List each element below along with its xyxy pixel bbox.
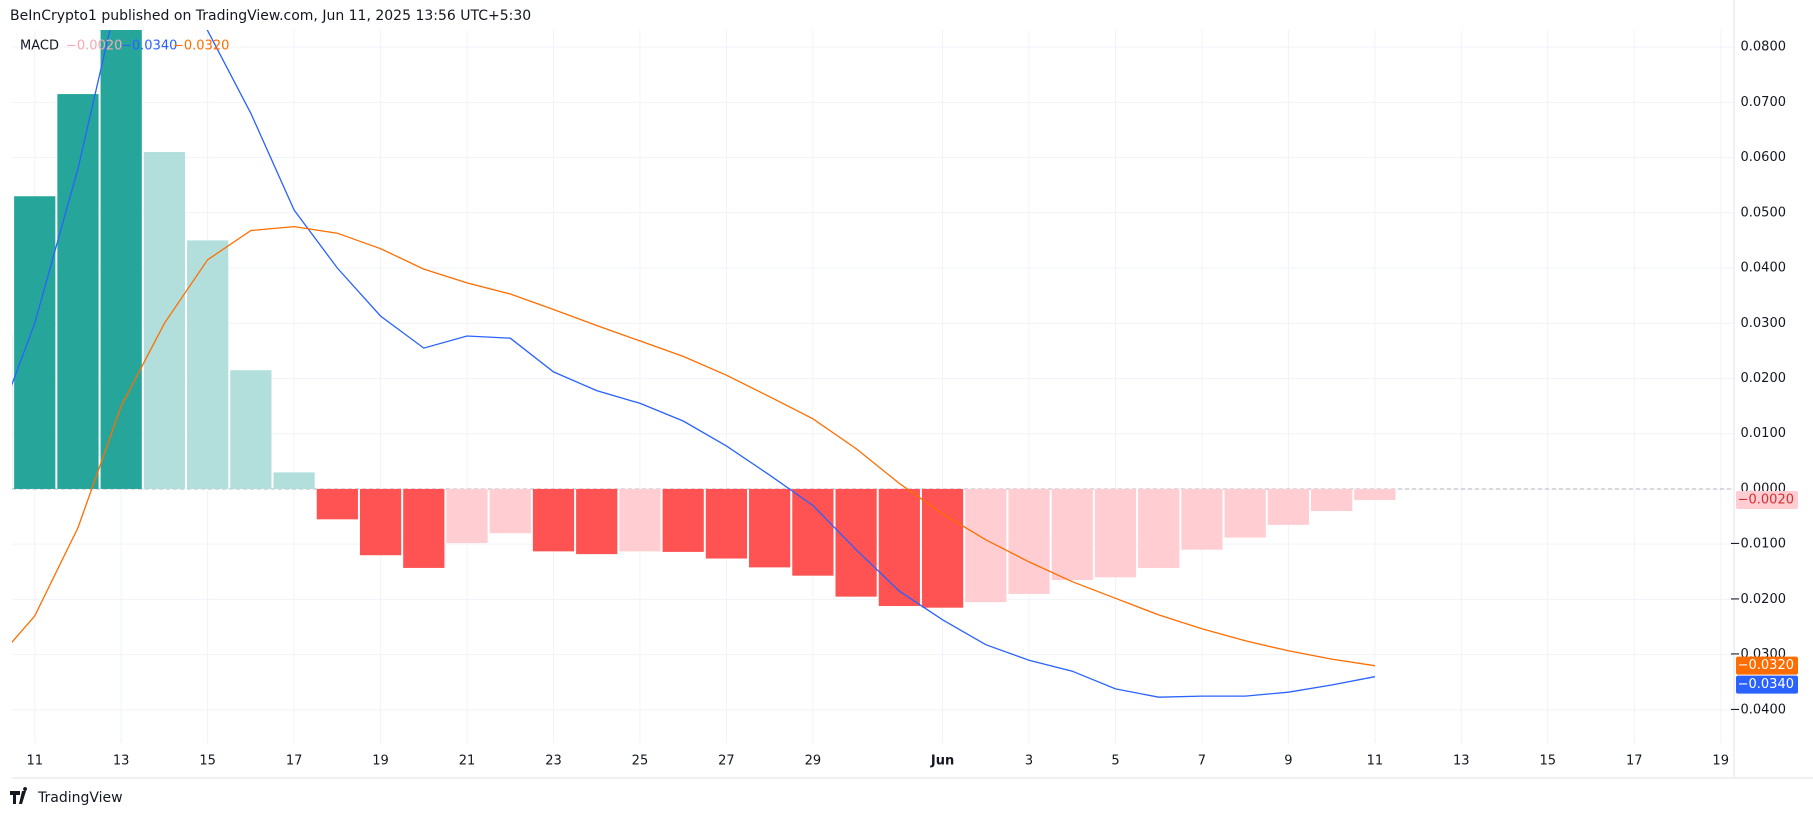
legend: MACD −0.0020 −0.0340 −0.0320 — [20, 39, 229, 54]
last-value-badge — [1736, 656, 1798, 675]
histogram-bar — [57, 94, 99, 489]
x-tick-label: Jun — [930, 754, 954, 769]
x-tick-label: 19 — [372, 754, 389, 769]
x-tick-label: 25 — [632, 754, 649, 769]
x-tick-label: 9 — [1284, 754, 1292, 769]
histogram-bar — [316, 488, 358, 520]
y-tick-label: 0.0300 — [1741, 316, 1787, 331]
brand-name: TradingView — [37, 790, 123, 806]
x-tick-label: 3 — [1025, 754, 1033, 769]
histogram-bar — [835, 488, 877, 597]
histogram-bar — [1008, 488, 1050, 594]
y-tick-label: 0.0100 — [1741, 426, 1787, 441]
x-tick-label: 13 — [1453, 754, 1470, 769]
histogram-bar — [1267, 488, 1310, 525]
histogram-bar — [749, 488, 791, 568]
brand-logo: TradingView — [10, 787, 123, 806]
x-tick-label: 29 — [805, 754, 822, 769]
last-value-badge — [1736, 675, 1798, 694]
histogram-bar — [446, 488, 488, 544]
histogram-bar — [878, 488, 920, 607]
histogram-bar — [705, 488, 748, 559]
y-tick-label: 0.0800 — [1741, 40, 1787, 55]
histogram-bar — [1354, 488, 1396, 500]
x-tick-label: 15 — [199, 754, 216, 769]
x-tick-label: 21 — [459, 754, 476, 769]
x-tick-label: 13 — [113, 754, 130, 769]
y-tick-label: −0.0400 — [1730, 702, 1786, 717]
histogram-bar — [921, 488, 964, 608]
legend-histogram-value: −0.0020 — [66, 39, 122, 54]
signal-line — [12, 225, 1375, 667]
x-tick-label: 17 — [286, 754, 303, 769]
histogram-bar — [1051, 488, 1093, 581]
last-value-label: −0.0320 — [1738, 658, 1794, 673]
histogram-bar — [619, 488, 661, 552]
publish-header: BeInCrypto1 published on TradingView.com… — [10, 8, 531, 24]
histogram-bar — [1181, 488, 1223, 550]
histogram-bar — [532, 488, 575, 552]
y-tick-label: 0.0400 — [1741, 261, 1787, 276]
last-value-label: −0.0340 — [1738, 677, 1794, 692]
histogram-bar — [792, 488, 834, 576]
histogram-bar — [14, 196, 56, 489]
last-value-badge — [1736, 490, 1798, 509]
plot-area — [12, 30, 1396, 698]
last-value-label: −0.0020 — [1738, 492, 1794, 507]
histogram-bar — [576, 488, 618, 555]
histogram-bar — [489, 488, 531, 534]
histogram-bar — [1224, 488, 1266, 538]
x-tick-label: 5 — [1111, 754, 1119, 769]
histogram-bar — [12, 334, 13, 489]
histogram-bar — [1138, 488, 1180, 568]
histogram-bar — [1094, 488, 1137, 578]
y-tick-label: 0.0700 — [1741, 95, 1787, 110]
x-tick-label: 19 — [1712, 754, 1729, 769]
x-tick-label: 23 — [545, 754, 562, 769]
legend-title: MACD — [20, 39, 59, 54]
histogram-bar — [230, 370, 272, 489]
histogram-bar — [187, 240, 229, 489]
x-tick-label: 7 — [1198, 754, 1206, 769]
macd-line — [12, 30, 1376, 698]
histogram-bar — [662, 488, 704, 552]
histogram-bar — [273, 472, 315, 489]
y-tick-label: −0.0100 — [1730, 537, 1786, 552]
x-tick-label: 27 — [718, 754, 735, 769]
y-tick-label: 0.0500 — [1741, 205, 1787, 220]
x-tick-label: 11 — [1367, 754, 1384, 769]
y-tick-label: 0.0200 — [1741, 371, 1787, 386]
histogram-bar — [403, 488, 445, 568]
x-tick-label: 15 — [1540, 754, 1557, 769]
x-tick-label: 11 — [26, 754, 43, 769]
axes: 0.0800 0.0700 0.0600 0.0500 0.0400 0.0300 0.02… — [26, 40, 1798, 769]
histogram-bar — [1311, 488, 1353, 512]
x-tick-label: 17 — [1626, 754, 1643, 769]
histogram-bar — [143, 152, 186, 489]
y-tick-label: 0.0600 — [1741, 150, 1787, 165]
legend-macd-value: −0.0340 — [121, 39, 177, 54]
histogram-bar — [965, 488, 1007, 603]
legend-signal-value: −0.0320 — [173, 39, 229, 54]
histogram-bar — [100, 30, 142, 489]
histogram-bar — [359, 488, 402, 556]
y-tick-label: −0.0200 — [1730, 592, 1786, 607]
